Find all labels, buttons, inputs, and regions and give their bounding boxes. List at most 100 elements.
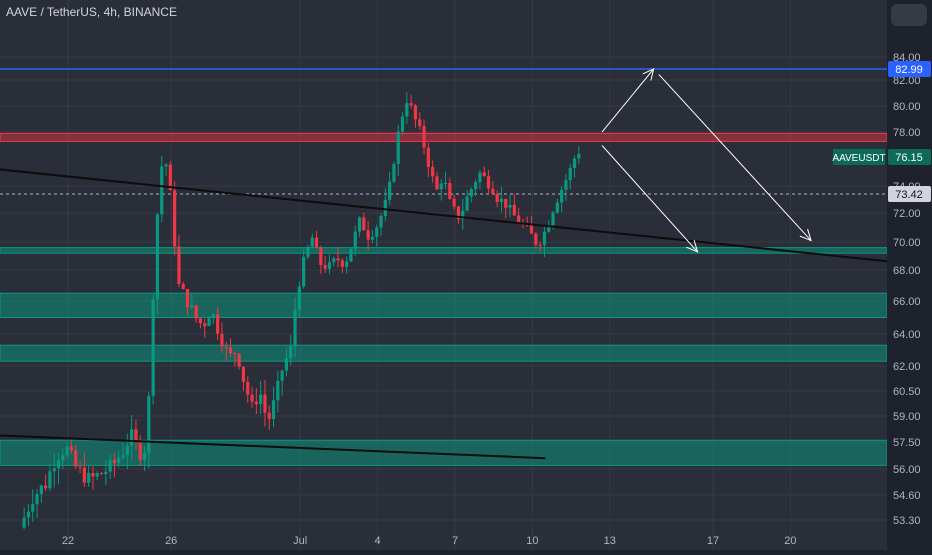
candle-body	[44, 485, 48, 489]
candle-body	[220, 333, 224, 347]
candle-body	[267, 412, 271, 419]
candle-body	[504, 198, 508, 208]
candle-body	[74, 450, 78, 467]
candle-body	[388, 181, 392, 200]
x-tick-label: 7	[452, 535, 458, 547]
x-tick-label: 20	[784, 535, 796, 547]
candle-body	[276, 380, 280, 401]
x-tick-label: Jul	[293, 535, 307, 547]
candle-body	[534, 233, 538, 245]
candle-body	[194, 305, 198, 319]
y-tick-label: 70.00	[893, 237, 921, 249]
candle-body	[413, 105, 418, 120]
candle-body	[461, 210, 465, 220]
candle-body	[160, 166, 164, 215]
candle-body	[491, 188, 495, 195]
chart-settings-button[interactable]	[891, 4, 927, 26]
candle-body	[400, 116, 405, 132]
candle-body	[52, 468, 56, 472]
y-tick-label: 62.00	[893, 361, 921, 373]
candle-body	[82, 467, 86, 483]
candle-body	[375, 227, 379, 237]
candle-body	[362, 217, 366, 231]
support-zone	[0, 344, 888, 362]
candle-body	[448, 182, 452, 199]
candle-body	[336, 258, 340, 261]
price-axis[interactable]: 84.0082.0080.0078.0074.0072.0070.0068.00…	[887, 0, 932, 550]
candle-body	[478, 172, 482, 183]
candle-body	[512, 204, 516, 216]
candle-body	[392, 164, 396, 182]
resistance-price-label: 82.99	[895, 64, 923, 76]
candle-body	[340, 260, 344, 267]
candle-body	[431, 166, 435, 177]
y-tick-label: 68.00	[893, 265, 921, 277]
candle-body	[383, 199, 387, 217]
candle-body	[151, 299, 155, 396]
candle-body	[564, 180, 568, 190]
y-tick-label: 60.50	[893, 386, 921, 398]
candle-body	[190, 305, 194, 308]
candle-body	[108, 459, 112, 472]
candle-body	[529, 225, 534, 234]
price-chart-svg[interactable]: AAVEUSDT2226Jul471013172024	[0, 0, 905, 550]
arrow-head	[642, 67, 655, 81]
candle-body	[499, 198, 504, 202]
candle-body	[198, 318, 203, 324]
candle-body	[216, 314, 220, 334]
candle-body	[250, 394, 254, 402]
candle-body	[572, 158, 577, 169]
y-tick-label: 72.00	[893, 208, 921, 220]
dashed-price-label: 73.42	[895, 189, 923, 201]
candle-body	[177, 246, 181, 285]
y-tick-label: 64.00	[893, 329, 921, 341]
x-tick-label: 22	[62, 535, 74, 547]
candle-body	[181, 284, 185, 290]
candle-body	[327, 262, 332, 269]
support-zone	[0, 292, 888, 318]
dashed-price-tag	[888, 186, 931, 202]
trendline	[0, 434, 546, 460]
chart-title: AAVE / TetherUS, 4h, BINANCE	[6, 5, 177, 19]
candle-body	[469, 189, 473, 197]
candle-body	[39, 485, 43, 495]
arrow-line	[601, 145, 698, 253]
last-price-tag	[888, 149, 931, 165]
candle-body	[87, 472, 91, 483]
candle-body	[465, 196, 469, 211]
candle-body	[332, 258, 336, 263]
symbol-tag: AAVEUSDT	[832, 153, 885, 164]
price-axis-svg: 84.0082.0080.0078.0074.0072.0070.0068.00…	[888, 52, 931, 527]
candle-body	[203, 323, 207, 327]
x-tick-label: 13	[604, 535, 616, 547]
candle-body	[91, 472, 95, 477]
candle-body	[495, 194, 499, 202]
candle-body	[560, 189, 564, 203]
candle-body	[426, 147, 430, 167]
candle-body	[35, 494, 39, 505]
candle-body	[452, 198, 456, 207]
candle-body	[284, 358, 289, 371]
candle-body	[164, 164, 168, 167]
candle-body	[65, 446, 69, 456]
x-tick-label: 4	[375, 535, 381, 547]
x-tick-label: 17	[707, 535, 719, 547]
candle-body	[142, 452, 147, 460]
candle-body	[271, 400, 276, 419]
candle-body	[547, 225, 551, 232]
candle-body	[117, 457, 121, 464]
candle-body	[379, 216, 383, 228]
resistance-price-tag	[888, 61, 931, 77]
candle-body	[302, 256, 306, 287]
last-price-label: 76.15	[895, 152, 923, 164]
candle-body	[130, 429, 134, 446]
candle-body	[233, 353, 237, 355]
candle-body	[353, 231, 357, 249]
chart-area[interactable]: AAVEUSDT2226Jul471013172024	[0, 0, 905, 550]
candle-body	[310, 237, 314, 247]
candle-body	[418, 119, 422, 126]
candle-body	[319, 247, 323, 266]
candle-body	[185, 289, 190, 308]
candle-body	[439, 183, 443, 190]
candle-body	[263, 394, 267, 413]
